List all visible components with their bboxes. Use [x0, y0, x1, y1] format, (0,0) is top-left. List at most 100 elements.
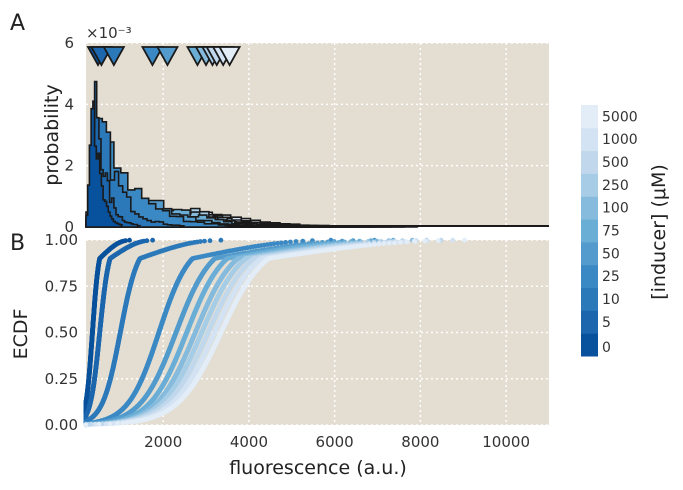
colorbar-tick-label: 100	[602, 201, 629, 217]
ecdf-point	[435, 238, 441, 244]
colorbar-tick-label: 0	[602, 340, 611, 356]
ecdf-point	[271, 241, 277, 247]
y-tick-label: 1.00	[45, 231, 78, 249]
ecdf-point	[150, 237, 156, 243]
ecdf-point	[293, 239, 299, 244]
colorbar-tick-label: 50	[602, 246, 620, 262]
ecdf-point	[422, 238, 428, 244]
colorbar-tick-labels: 0 5 10 25 50 75 100 250 500 1000 5000	[602, 109, 638, 356]
histogram-0	[85, 100, 123, 228]
colorbar-swatch-100	[581, 196, 598, 220]
ecdf-point	[202, 238, 207, 244]
ecdf-point	[376, 241, 382, 247]
ecdf-point	[207, 238, 213, 244]
panel-b: 0.00 0.25 0.50 0.75 1.00 2000 4000 6000 8000 100…	[10, 231, 549, 479]
ecdf-point	[404, 239, 410, 245]
colorbar-tick-label: 250	[602, 178, 629, 194]
ecdf-10	[83, 237, 224, 428]
histogram-10	[85, 117, 186, 228]
ecdf-point	[386, 240, 392, 246]
ecdf-point	[359, 243, 365, 249]
ecdf-point	[288, 239, 293, 245]
y-tick-label: 0.00	[45, 416, 78, 434]
y-tick-label: 0.75	[45, 277, 78, 295]
ecdf-point	[412, 239, 418, 244]
colorbar-swatch-1000	[581, 127, 598, 152]
colorbar-label: [inducer] (μM)	[648, 164, 670, 300]
ecdf-point	[462, 237, 467, 243]
y-tick-label: 2	[64, 157, 74, 175]
y-tick-label: 0.25	[45, 370, 78, 388]
panel-b-ecdf-curves	[83, 237, 467, 428]
ecdf-point	[83, 422, 89, 428]
ecdf-point	[381, 241, 387, 247]
colorbar-tick-label: 75	[602, 224, 620, 240]
x-tick-label: 10000	[482, 433, 530, 451]
y-tick-label: 6	[64, 34, 74, 52]
ecdf-point	[367, 242, 373, 248]
y-tick-label: 4	[64, 95, 74, 113]
colorbar-tick-label: 500	[602, 155, 629, 171]
ecdf-5	[83, 237, 156, 428]
panel-b-x-ticks: 2000 4000 6000 8000 10000	[144, 433, 530, 451]
colorbar-swatch-75	[581, 219, 598, 243]
panel-a-histograms	[85, 80, 549, 228]
x-tick-label: 8000	[401, 433, 439, 451]
colorbar-tick-label: 5000	[602, 109, 638, 125]
ecdf-point	[372, 242, 377, 248]
colorbar-tick-label: 1000	[602, 132, 638, 148]
colorbar-tick-label: 5	[602, 315, 611, 331]
y-tick-label: 0	[64, 218, 74, 236]
ecdf-0	[83, 237, 132, 428]
panel-a: 0 2 4 6 A ×10⁻³ probability	[10, 11, 549, 236]
colorbar-tick-label: 10	[602, 292, 620, 308]
colorbar-tick-label: 25	[602, 269, 620, 285]
colorbar-swatch-500	[581, 150, 598, 174]
panel-a-y-ticks: 0 2 4 6	[64, 34, 74, 236]
colorbar-swatch-10	[581, 287, 598, 311]
ecdf-point	[120, 420, 126, 426]
colorbar-swatch-0	[581, 333, 598, 357]
colorbar-swatch-250	[581, 173, 598, 197]
mean-marker-5000	[218, 46, 242, 67]
ecdf-point	[127, 237, 132, 243]
panel-b-label: B	[10, 231, 25, 256]
colorbar-swatch-25	[581, 264, 598, 288]
ecdf-point	[218, 237, 224, 243]
mean-marker-10	[102, 46, 126, 67]
colorbar-swatch-50	[581, 241, 598, 266]
colorbar: 0 5 10 25 50 75 100 250 500 1000 5000 [inducer] (μ…	[581, 105, 670, 357]
panel-a-y-multiplier: ×10⁻³	[86, 24, 132, 42]
panel-b-y-ticks: 0.00 0.25 0.50 0.75 1.00	[45, 231, 78, 434]
ecdf-point	[96, 421, 102, 427]
ecdf-point	[363, 243, 369, 248]
ecdf-point	[275, 240, 280, 246]
x-tick-label: 2000	[144, 433, 182, 451]
x-tick-label: 6000	[316, 433, 354, 451]
ecdf-point	[450, 237, 456, 243]
panel-a-mean-markers	[86, 46, 242, 67]
ecdf-point	[107, 421, 113, 427]
panel-a-y-axis-label: probability	[41, 84, 63, 185]
ecdf-point	[279, 240, 284, 246]
panel-b-x-axis-label: fluorescence (a.u.)	[229, 457, 407, 479]
ecdf-point	[392, 240, 397, 246]
y-tick-label: 0.50	[45, 324, 78, 342]
colorbar-swatch-5000	[581, 105, 598, 129]
ecdf-25	[83, 237, 334, 428]
x-tick-label: 4000	[230, 433, 268, 451]
ecdf-point	[283, 240, 289, 245]
colorbar-swatches	[581, 105, 598, 357]
panel-a-label: A	[10, 11, 25, 36]
ecdf-point	[398, 240, 403, 245]
ecdf-point	[115, 421, 120, 426]
ecdf-point	[123, 238, 128, 244]
colorbar-swatch-5	[581, 310, 598, 334]
mean-marker-25	[140, 46, 164, 67]
mean-marker-50	[155, 46, 179, 67]
panel-a-plot-area	[86, 43, 549, 227]
ecdf-point	[198, 239, 203, 244]
panel-b-y-axis-label: ECDF	[10, 309, 32, 360]
ecdf-point	[144, 238, 150, 244]
